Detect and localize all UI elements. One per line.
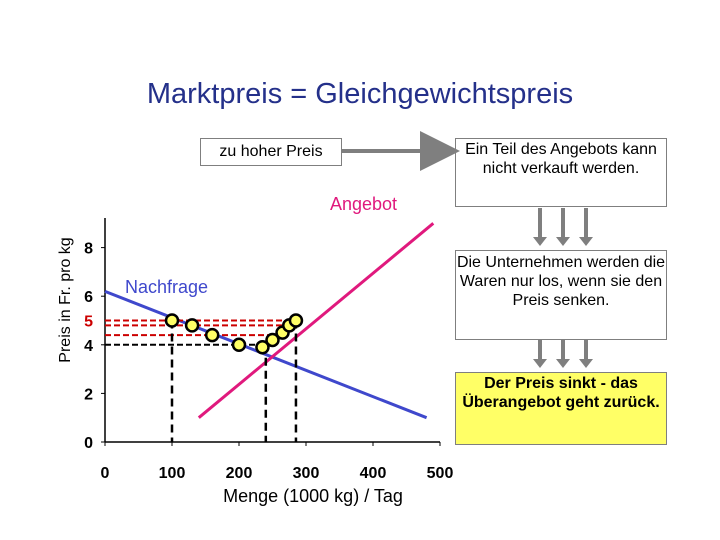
y-axis-label: Preis in Fr. pro kg	[57, 237, 74, 362]
x-tick-label: 100	[159, 465, 186, 482]
supply-line	[197, 222, 435, 419]
x-tick-label: 0	[101, 465, 110, 482]
adjustment-point	[265, 332, 280, 348]
down-arrow-head	[556, 359, 570, 368]
x-tick-label: 300	[293, 465, 320, 482]
adjustment-point	[204, 327, 220, 343]
price-cut-box: Die Unternehmen werden die Waren nur los…	[455, 250, 667, 340]
unsold-supply-box: Ein Teil des Angebots kann nicht verkauf…	[455, 138, 667, 207]
adjustment-point	[255, 339, 270, 355]
x-tick-label: 400	[360, 465, 387, 482]
supply-label: Angebot	[330, 194, 397, 214]
down-arrows	[533, 208, 593, 368]
adjustment-point	[164, 313, 180, 328]
price-tick-label: 5	[84, 314, 93, 331]
adjustment-point	[288, 313, 304, 328]
down-arrow-head	[533, 359, 547, 368]
y-tick-label: 6	[84, 289, 93, 306]
down-arrow-head	[533, 237, 547, 246]
x-tick-label: 200	[226, 465, 253, 482]
demand-label: Nachfrage	[125, 277, 208, 297]
demand-line	[104, 289, 428, 420]
page-title: Marktpreis = Gleichgewichtspreis	[146, 78, 574, 110]
down-arrow-head	[579, 359, 593, 368]
price-falls-box: Der Preis sinkt - das Überangebot geht z…	[455, 372, 667, 445]
down-arrow-head	[556, 237, 570, 246]
x-axis-label: Menge (1000 kg) / Tag	[223, 486, 403, 506]
adjustment-point	[231, 337, 247, 353]
y-tick-label: 0	[84, 435, 93, 452]
y-tick-label: 4	[84, 338, 93, 355]
adjustment-point	[184, 318, 200, 333]
too-high-price-label: zu hoher Preis	[200, 138, 342, 166]
y-tick-label: 8	[84, 241, 93, 258]
x-tick-label: 500	[427, 465, 454, 482]
down-arrow-head	[579, 237, 593, 246]
y-tick-label: 2	[84, 386, 93, 403]
